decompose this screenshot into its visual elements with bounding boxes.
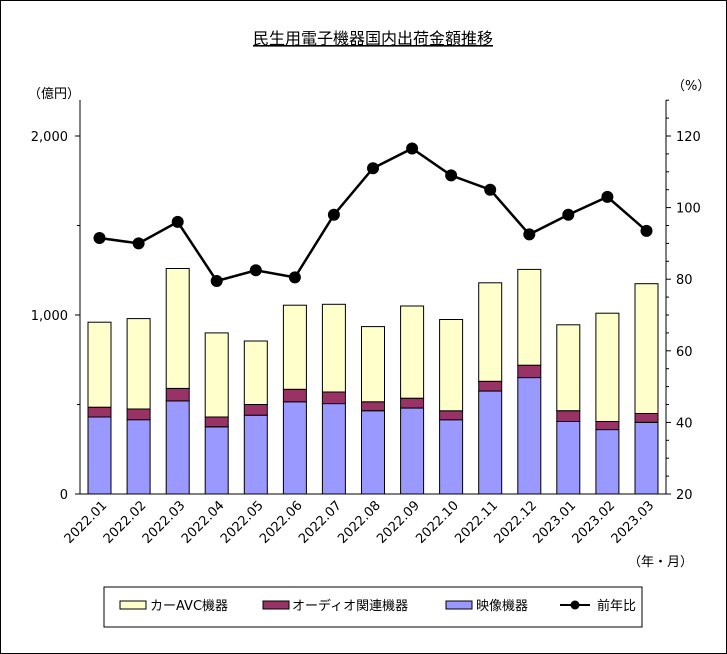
bar-segment-1-2022.04 xyxy=(204,416,229,428)
bar-segment-0-2023.03 xyxy=(634,421,659,495)
bar-segment-0-2022.03 xyxy=(165,400,190,495)
yoy-point-2022.04 xyxy=(210,275,223,287)
left-tick-label: 1,000 xyxy=(31,309,68,324)
bar-segment-2-2022.10 xyxy=(439,319,464,412)
right-axis-unit: （%） xyxy=(672,79,710,94)
yoy-point-2023.01 xyxy=(562,208,575,221)
bars-group xyxy=(87,268,659,495)
bar-segment-2-2022.12 xyxy=(517,268,542,366)
bar-segment-0-2022.09 xyxy=(400,407,425,495)
yoy-point-2022.01 xyxy=(93,232,106,244)
legend-label-video: 映像機器 xyxy=(476,599,528,614)
yoy-point-2023.02 xyxy=(601,190,614,203)
legend-swatch-audio xyxy=(262,600,290,610)
legend: カーAVC機器 オーディオ関連機器 映像機器 前年比 xyxy=(103,586,643,628)
bar-segment-2-2022.01 xyxy=(87,321,112,408)
right-tick-label: 80 xyxy=(676,273,693,288)
bar-segment-1-2023.03 xyxy=(634,412,659,423)
yoy-point-2022.12 xyxy=(523,228,536,241)
bar-segment-1-2023.01 xyxy=(556,410,581,422)
bar-segment-2-2022.04 xyxy=(204,332,229,418)
bar-segment-1-2022.10 xyxy=(439,410,464,421)
yoy-point-2022.11 xyxy=(484,183,497,196)
bar-segment-2-2022.06 xyxy=(282,304,307,390)
bar-segment-0-2022.12 xyxy=(517,377,542,495)
bar-segment-1-2023.02 xyxy=(595,421,620,431)
bar-segment-2-2022.02 xyxy=(126,318,151,410)
left-axis-unit: （億円） xyxy=(28,86,80,102)
legend-box xyxy=(103,586,643,628)
bar-segment-1-2022.02 xyxy=(126,408,151,421)
right-tick-labels: 20 40 60 80 100 120 xyxy=(676,130,701,503)
line-group xyxy=(93,142,653,287)
bar-segment-2-2022.09 xyxy=(400,305,425,399)
bar-segment-1-2022.03 xyxy=(165,387,190,402)
bar-segment-0-2022.08 xyxy=(361,410,385,495)
bar-segment-1-2022.08 xyxy=(361,401,385,412)
bar-segment-0-2023.01 xyxy=(556,421,581,495)
bar-segment-2-2022.03 xyxy=(165,268,190,389)
bar-segment-0-2022.06 xyxy=(282,401,307,495)
x-tick-label: 2023.03 xyxy=(609,498,658,547)
x-tick-labels: 2022.012022.022022.032022.042022.052022.… xyxy=(62,498,658,547)
bar-segment-1-2022.12 xyxy=(517,364,542,379)
bar-segment-0-2022.07 xyxy=(321,403,346,495)
left-tick-label: 2,000 xyxy=(31,130,68,145)
yoy-point-2022.03 xyxy=(171,215,184,228)
bar-segment-2-2022.05 xyxy=(243,340,268,405)
bar-segment-1-2022.09 xyxy=(400,397,425,409)
bar-segment-1-2022.07 xyxy=(321,391,346,405)
bar-segment-0-2022.10 xyxy=(439,419,464,495)
axes-group xyxy=(75,99,671,495)
legend-label-audio: オーディオ関連機器 xyxy=(292,598,408,614)
bar-segment-2-2022.07 xyxy=(321,303,346,393)
bar-segment-2-2022.11 xyxy=(478,282,503,382)
legend-marker-yoy xyxy=(570,600,580,610)
x-axis-unit: （年・月） xyxy=(628,555,693,570)
bar-segment-2-2023.01 xyxy=(556,324,581,412)
legend-label-yoy: 前年比 xyxy=(597,598,636,614)
chart-title: 民生用電子機器国内出荷金額推移 xyxy=(253,29,493,48)
bar-segment-1-2022.01 xyxy=(87,406,112,418)
bar-segment-0-2022.05 xyxy=(243,414,268,495)
yoy-point-2022.07 xyxy=(327,208,340,221)
legend-swatch-video xyxy=(445,600,473,610)
bar-segment-0-2022.04 xyxy=(204,426,229,495)
bar-segment-2-2023.02 xyxy=(595,312,620,423)
yoy-point-2023.03 xyxy=(640,224,653,237)
bar-segment-1-2022.11 xyxy=(478,380,503,392)
bar-segment-1-2022.06 xyxy=(282,388,307,403)
yoy-point-2022.10 xyxy=(445,169,458,182)
bar-segment-0-2022.02 xyxy=(126,419,151,495)
left-tick-labels: 0 1,000 2,000 xyxy=(31,130,68,503)
right-tick-label: 60 xyxy=(676,345,693,360)
yoy-point-2022.05 xyxy=(249,264,262,277)
bar-segment-2-2022.08 xyxy=(361,326,385,403)
bar-segment-0-2023.02 xyxy=(595,429,620,495)
right-tick-label: 20 xyxy=(676,488,693,503)
yoy-point-2022.09 xyxy=(406,142,419,155)
bar-segment-0-2022.01 xyxy=(87,416,112,495)
right-tick-label: 120 xyxy=(676,130,701,145)
yoy-point-2022.02 xyxy=(132,237,145,250)
legend-swatch-car-avc xyxy=(119,600,147,610)
left-tick-label: 0 xyxy=(60,488,68,503)
right-tick-label: 40 xyxy=(676,416,693,431)
bar-segment-0-2022.11 xyxy=(478,390,503,495)
bar-segment-1-2022.05 xyxy=(243,404,268,416)
yoy-point-2022.08 xyxy=(367,162,379,175)
bar-segment-2-2023.03 xyxy=(634,283,659,415)
yoy-point-2022.06 xyxy=(288,271,301,284)
legend-label-car-avc: カーAVC機器 xyxy=(150,599,228,614)
right-tick-label: 100 xyxy=(676,202,701,217)
